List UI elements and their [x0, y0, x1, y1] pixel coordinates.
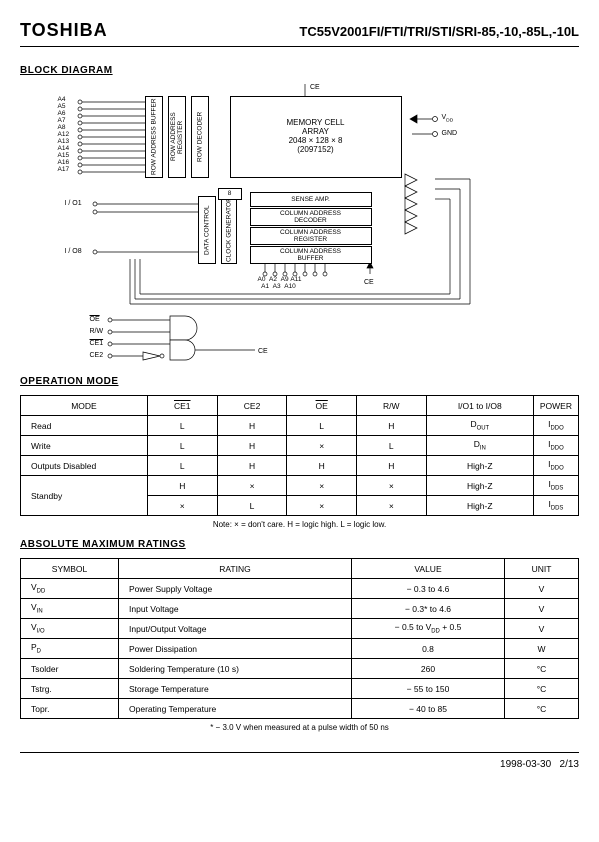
io8-label: I / O8	[65, 248, 82, 255]
row-address-register: ROW ADDRESS REGISTER	[168, 96, 186, 178]
ce1-label: CE1	[90, 340, 104, 347]
memory-cell-array: MEMORY CELL ARRAY 2048 × 128 × 8 (209715…	[230, 96, 402, 178]
rw-label: R/W	[90, 328, 104, 335]
operation-mode-table: MODE CE1 CE2 OE R/W I/O1 to I/O8 POWER R…	[20, 395, 579, 516]
absmax-footnote: * − 3.0 V when measured at a pulse width…	[20, 723, 579, 732]
mode-read: Read	[21, 416, 148, 436]
column-address-register: COLUMN ADDRESS REGISTER	[250, 227, 372, 245]
gnd-label: GND	[442, 130, 458, 137]
th-power: POWER	[533, 396, 578, 416]
svg-text:CE: CE	[364, 279, 374, 286]
th-mode: MODE	[21, 396, 148, 416]
column-address-decoder: COLUMN ADDRESS DECODER	[250, 208, 372, 226]
th-ce2: CE2	[217, 396, 287, 416]
th-rw: R/W	[356, 396, 426, 416]
row-decoder: ROW DECODER	[191, 96, 209, 178]
clock-generator: CLOCK GENERATOR	[221, 196, 237, 264]
svg-text:CE: CE	[258, 348, 268, 355]
part-number: TC55V2001FI/FTI/TRI/STI/SRI-85,-10,-85L,…	[299, 24, 579, 39]
col-addr-pins: A0 A2 A9 A11 A1 A3 A10	[258, 276, 302, 290]
section-block-diagram: BLOCK DIAGRAM	[20, 65, 579, 76]
ce2-label: CE2	[90, 352, 104, 359]
sense-amp: SENSE AMP.	[250, 192, 372, 207]
section-abs-max: ABSOLUTE MAXIMUM RATINGS	[20, 539, 579, 550]
th-rating: RATING	[119, 559, 352, 579]
row-address-buffer: ROW ADDRESS BUFFER	[145, 96, 163, 178]
block-diagram: CE CE CE	[40, 84, 560, 364]
svg-text:CE: CE	[310, 84, 320, 91]
column-address-buffer: COLUMN ADDRESS BUFFER	[250, 246, 372, 264]
th-ce1: CE1	[147, 396, 217, 416]
mode-outputs-disabled: Outputs Disabled	[21, 456, 148, 476]
footer-date: 1998-03-30	[500, 759, 551, 770]
mode-standby: Standby	[21, 476, 148, 516]
eight-box: 8	[218, 188, 242, 200]
th-symbol: SYMBOL	[21, 559, 119, 579]
th-io: I/O1 to I/O8	[426, 396, 533, 416]
th-unit: UNIT	[505, 559, 579, 579]
row-addr-pins: A4A5A6A7A8A12A13A14A15A16A17	[58, 96, 70, 173]
th-value: VALUE	[352, 559, 505, 579]
mode-write: Write	[21, 436, 148, 456]
section-operation-mode: OPERATION MODE	[20, 376, 579, 387]
abs-max-table: SYMBOL RATING VALUE UNIT VDDPower Supply…	[20, 558, 579, 719]
brand: TOSHIBA	[20, 20, 108, 41]
oe-label: OE	[90, 316, 100, 323]
data-control: DATA CONTROL	[198, 196, 216, 264]
footer: 1998-03-30 2/13	[20, 752, 579, 770]
th-oe: OE	[287, 396, 356, 416]
footer-page: 2/13	[560, 759, 579, 770]
opmode-note: Note: × = don't care. H = logic high. L …	[20, 520, 579, 529]
vdd-label: VDD	[442, 114, 454, 123]
io1-label: I / O1	[65, 200, 82, 207]
header: TOSHIBA TC55V2001FI/FTI/TRI/STI/SRI-85,-…	[20, 20, 579, 47]
